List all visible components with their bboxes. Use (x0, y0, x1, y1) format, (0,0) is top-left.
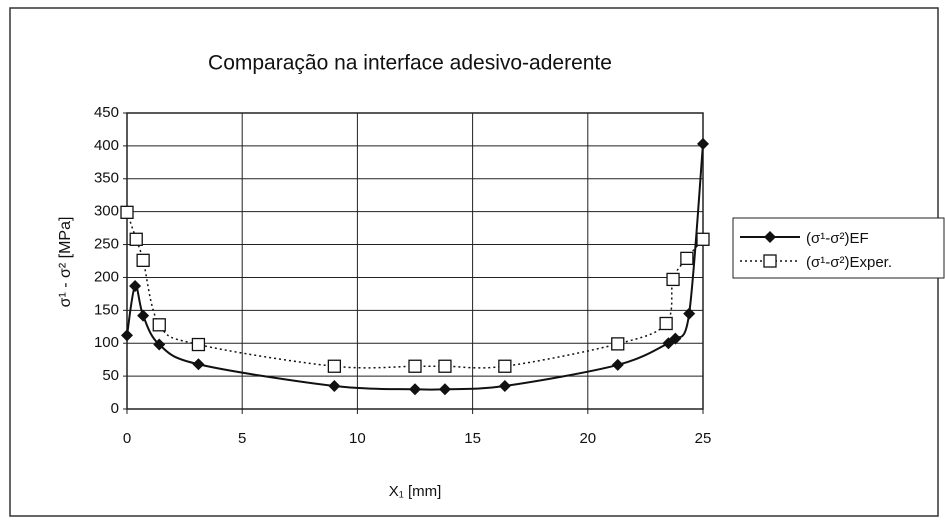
plot-frame (126, 112, 704, 410)
square-marker (152, 318, 166, 332)
chart-title: Comparação na interface adesivo-aderente (208, 52, 612, 75)
square-marker (696, 232, 710, 246)
x-tick-label: 10 (349, 430, 366, 447)
diamond-marker (764, 231, 776, 243)
diamond-marker (498, 379, 511, 392)
x-tick-label: 20 (579, 430, 596, 447)
diamond-marker (328, 379, 341, 392)
series-line (126, 212, 704, 369)
legend-label: (σ¹-σ²)Exper. (806, 254, 892, 271)
diamond-marker (121, 329, 133, 342)
diamond-marker (611, 358, 624, 371)
y-tick-label: 50 (102, 367, 119, 384)
diamond-marker (409, 383, 421, 396)
x-tick-label: 25 (695, 430, 712, 447)
x-axis-label: X₁ [mm] (389, 483, 442, 500)
x-tick-label: 0 (123, 430, 131, 447)
square-marker (763, 254, 777, 268)
y-tick-label: 150 (94, 301, 119, 318)
square-marker (498, 359, 512, 373)
x-tick-label: 15 (464, 430, 481, 447)
y-axis-label: σ¹ - σ² [MPa] (57, 217, 74, 308)
square-marker (659, 316, 673, 331)
diamond-marker (669, 332, 682, 345)
square-marker (408, 359, 422, 373)
square-marker (680, 251, 694, 266)
legend-box (732, 217, 945, 279)
diamond-marker (129, 279, 142, 292)
diamond-marker (137, 309, 150, 322)
diamond-marker (192, 358, 205, 371)
diamond-marker (683, 307, 696, 320)
square-marker (136, 253, 150, 267)
y-tick-label: 300 (94, 203, 119, 220)
y-tick-label: 350 (94, 170, 119, 187)
square-marker (129, 232, 143, 246)
square-marker (120, 205, 134, 219)
diamond-marker (438, 383, 451, 396)
y-tick-label: 100 (94, 334, 119, 351)
square-marker (611, 337, 625, 351)
legend-label: (σ¹-σ²)EF (806, 230, 869, 247)
y-tick-label: 250 (94, 236, 119, 253)
square-marker (191, 337, 206, 352)
x-tick-label: 5 (238, 430, 246, 447)
square-marker (327, 359, 342, 373)
y-tick-label: 450 (94, 104, 119, 121)
y-tick-label: 200 (94, 268, 119, 285)
diamond-marker (697, 137, 709, 150)
square-marker (666, 272, 680, 287)
y-tick-label: 400 (94, 137, 119, 154)
diamond-marker (153, 338, 166, 351)
square-marker (438, 359, 452, 373)
y-tick-label: 0 (111, 400, 119, 417)
